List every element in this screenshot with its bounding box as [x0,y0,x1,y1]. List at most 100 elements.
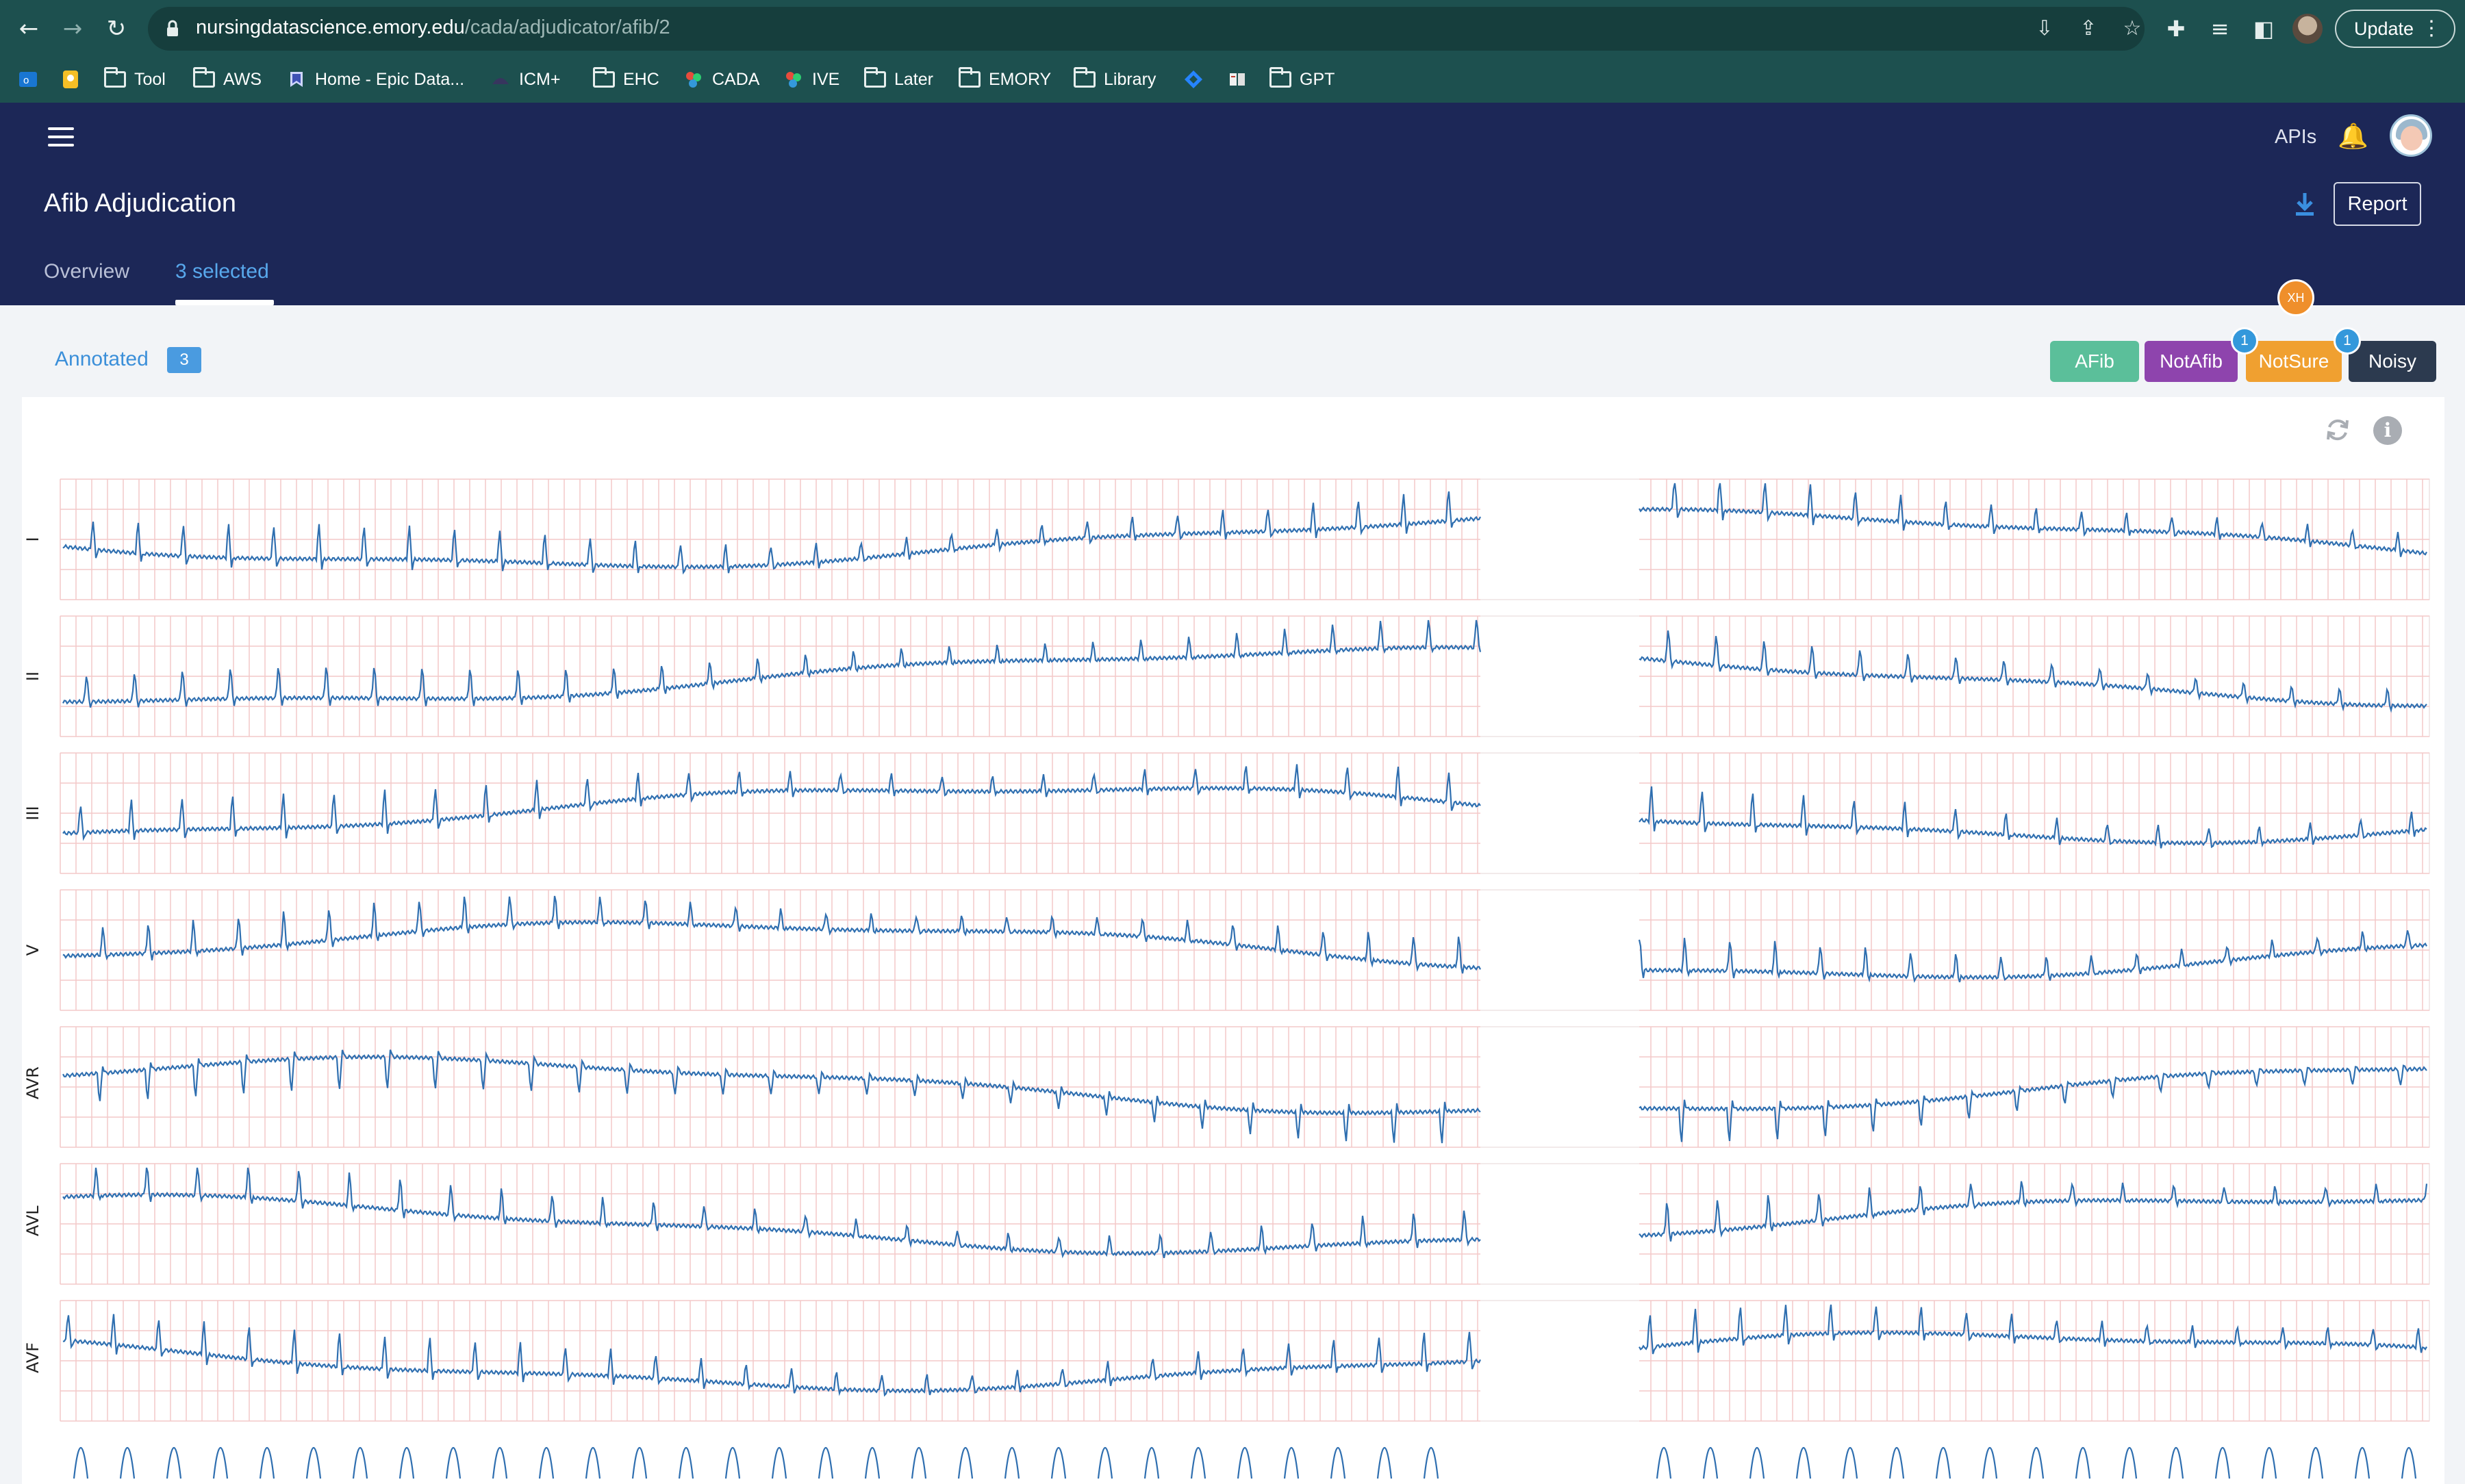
bookmark-label: Tool [134,69,166,89]
bookmark-label: CADA [712,69,760,89]
jira-icon [1185,71,1202,88]
reading-list-icon[interactable]: ≡ [2210,16,2229,42]
bookmark-star-icon[interactable]: ☆ [2123,16,2142,40]
side-panel-icon[interactable]: ◧ [2253,16,2275,42]
folder-icon [1074,67,1096,88]
address-row: ← → ↻ nursingdatascience.emory.edu/cada/… [0,0,2465,57]
hamburger-menu-icon[interactable] [48,127,74,148]
bookmark-outlook[interactable]: o [18,66,38,93]
bookmark-label: Later [894,69,933,89]
folder-icon [1269,67,1291,88]
bookmark-label: AWS [223,69,262,89]
forward-arrow-icon[interactable]: → [62,15,83,42]
bookmark-cada[interactable]: CADA [683,66,759,93]
ecg-grid [60,615,2429,737]
notification-bell-icon[interactable]: 🔔 [2338,123,2368,151]
lead-label: I [23,537,42,542]
bookmark-epic[interactable]: Home - Epic Data... [286,66,464,93]
bookmark-gpt[interactable]: GPT [1269,66,1335,93]
ecg-strip-iii [60,752,2430,874]
lead-label: AVL [23,1205,42,1236]
bookmark-ive[interactable]: IVE [783,66,839,93]
bookmark-jira[interactable] [1183,66,1204,93]
bookmark-emory[interactable]: EMORY [959,66,1051,93]
bookmark-later[interactable]: Later [864,66,933,93]
bookmark-tool[interactable]: Tool [104,66,166,93]
update-button[interactable]: Update ⋮ [2335,10,2455,48]
active-tab-indicator [175,300,274,305]
ecg-grid [60,752,2429,874]
cada-icon [686,72,701,88]
notsure-button[interactable]: NotSure [2246,341,2342,382]
user-avatar[interactable] [2390,114,2432,157]
lead-label: II [23,671,42,682]
ecg-trace [62,895,1481,974]
browser-chrome: ← → ↻ nursingdatascience.emory.edu/cada/… [0,0,2465,103]
ecg-trace [1639,630,2427,713]
reload-icon[interactable]: ↻ [106,15,127,42]
annotated-label[interactable]: Annotated [55,348,149,370]
info-icon[interactable]: i [2373,416,2402,445]
ecg-trace [62,1049,1481,1144]
bookmark-label: EMORY [989,69,1052,89]
ecg-trace [1639,1181,2428,1242]
lead-label: AVR [23,1066,42,1099]
ecg-trace [1639,786,2427,849]
notafib-count-badge: 1 [2231,327,2258,355]
bookmark-label: GPT [1300,69,1335,89]
browser-profile-avatar[interactable] [2292,14,2323,44]
ecg-trace [62,619,1482,708]
apis-link[interactable]: APIs [2275,126,2317,148]
bookmark-aws[interactable]: AWS [193,66,262,93]
app-header: APIs 🔔 Afib Adjudication Report Overview… [0,103,2465,305]
notafib-button[interactable]: NotAfib [2145,341,2238,382]
more-options-icon[interactable]: ⋮ [2421,17,2442,40]
folder-icon [193,67,215,88]
tab-selected[interactable]: 3 selected [175,260,269,283]
ecg-grid [60,1300,2429,1422]
ecg-strip-partial [73,1446,2417,1479]
ecg-trace [1639,1304,2427,1355]
lead-label: AVF [23,1342,42,1373]
afib-button[interactable]: AFib [2050,341,2139,382]
folder-icon [959,67,981,88]
lock-icon [167,20,178,36]
ecg-trace [62,491,1481,575]
download-icon[interactable] [2290,189,2320,219]
ecg-trace [1638,930,2427,983]
share-icon[interactable]: ⇪ [2080,16,2097,40]
ecg-trace [62,1314,1481,1397]
bookmarks-bar: o Tool AWS Home - Epic Data... ICM+ EHC … [0,60,2465,99]
noisy-button[interactable]: Noisy [2349,341,2436,382]
url-path: /cada/adjudicator/afib/2 [464,16,670,38]
refresh-icon[interactable] [2323,415,2353,445]
avatar-face [2401,126,2423,151]
bookmark-icm[interactable]: ICM+ [490,66,560,93]
back-arrow-icon[interactable]: ← [18,15,39,42]
folder-icon [593,67,615,88]
folder-icon [864,67,886,88]
install-app-icon[interactable]: ⇩ [2036,16,2053,40]
book-icon [1230,73,1245,86]
ecg-grid [60,478,2429,600]
tab-overview[interactable]: Overview [44,260,130,283]
ecg-strip-v [60,889,2430,1011]
bookmark-label: Library [1104,69,1156,89]
bookmark-keep[interactable] [60,66,81,93]
ecg-trace [1639,483,2427,557]
address-bar[interactable]: nursingdatascience.emory.edu/cada/adjudi… [148,7,2145,51]
epic-icon [290,72,303,87]
url-host: nursingdatascience.emory.edu [196,16,465,38]
bookmark-label: Home - Epic Data... [315,69,465,89]
ecg-trace [62,1167,1481,1259]
ive-icon [786,72,801,88]
extensions-icon[interactable]: ✚ [2166,16,2186,42]
bookmark-book[interactable] [1227,66,1248,93]
report-button[interactable]: Report [2334,182,2421,226]
bookmark-ehc[interactable]: EHC [593,66,659,93]
bookmark-library[interactable]: Library [1074,66,1156,93]
page-title: Afib Adjudication [44,189,236,218]
ecg-strip-avl [60,1163,2430,1285]
lead-label: III [23,806,42,821]
